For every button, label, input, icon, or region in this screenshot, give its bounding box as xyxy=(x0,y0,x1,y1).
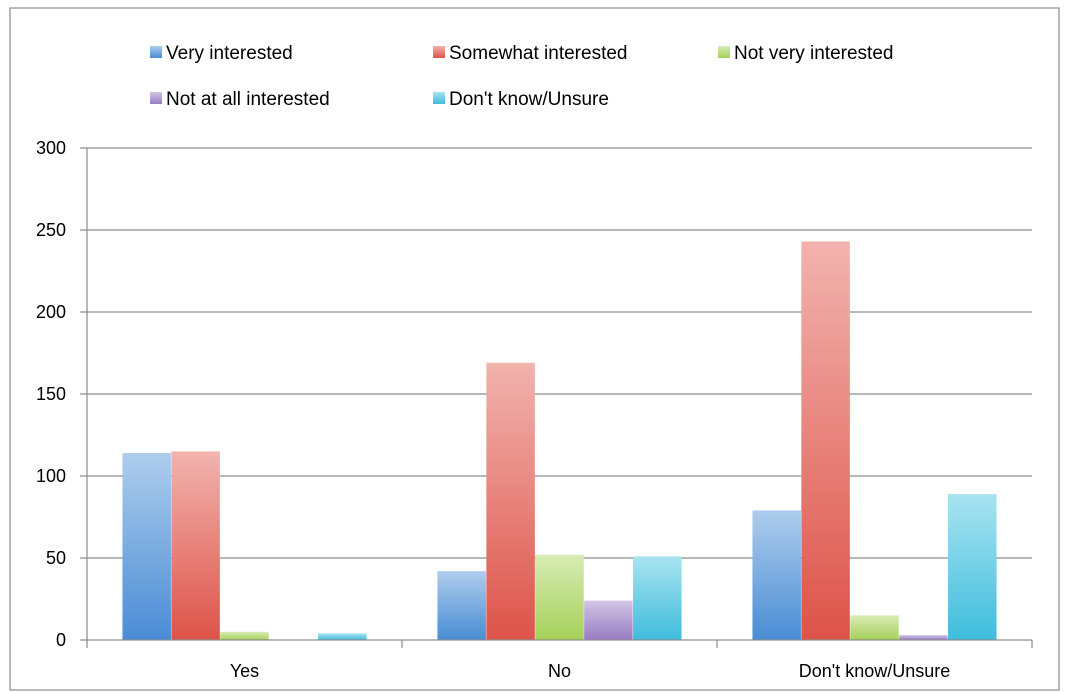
x-axis: Yes No Don't know/Unsure xyxy=(86,639,1033,681)
legend-swatch xyxy=(433,92,445,104)
bar-not-very-interested-don-t-know-unsure xyxy=(850,615,899,640)
y-tick-label: 300 xyxy=(36,138,66,158)
bars xyxy=(122,241,997,641)
bar-not-at-all-interested-don-t-know-unsure xyxy=(899,635,948,640)
y-tick-label: 50 xyxy=(46,548,66,568)
y-tick-label: 200 xyxy=(36,302,66,322)
x-tick-label: Yes xyxy=(230,661,259,681)
x-tick-label: No xyxy=(548,661,571,681)
legend-item-not-at-all-interested: Not at all interested xyxy=(150,89,330,110)
bar-don-t-know-unsure-yes xyxy=(318,633,367,640)
legend-label: Somewhat interested xyxy=(449,43,628,64)
legend-item-somewhat-interested: Somewhat interested xyxy=(433,43,628,64)
bar-don-t-know-unsure-don-t-know-unsure xyxy=(948,494,997,640)
bar-don-t-know-unsure-no xyxy=(633,556,682,640)
bar-very-interested-yes xyxy=(122,453,171,640)
legend-swatch xyxy=(150,92,162,104)
bar-not-at-all-interested-no xyxy=(584,600,633,640)
legend-label: Not at all interested xyxy=(166,89,330,110)
bar-group-yes xyxy=(122,451,367,640)
bar-somewhat-interested-no xyxy=(486,362,535,640)
y-tick-label: 100 xyxy=(36,466,66,486)
y-tick-label: 0 xyxy=(56,630,66,650)
bar-very-interested-don-t-know-unsure xyxy=(752,510,801,640)
bar-group-no xyxy=(437,362,682,640)
bar-not-very-interested-yes xyxy=(220,631,269,640)
legend: Very interested Somewhat interested Not ve… xyxy=(150,43,893,110)
bar-somewhat-interested-yes xyxy=(171,451,220,640)
legend-swatch xyxy=(433,46,445,58)
y-tick-label: 250 xyxy=(36,220,66,240)
bar-not-very-interested-no xyxy=(535,554,584,640)
bar-group-don-t-know-unsure xyxy=(752,241,997,641)
legend-item-not-very-interested: Not very interested xyxy=(718,43,893,64)
y-tick-label: 150 xyxy=(36,384,66,404)
legend-item-don-t-know-unsure: Don't know/Unsure xyxy=(433,89,609,110)
legend-item-very-interested: Very interested xyxy=(150,43,293,64)
legend-swatch xyxy=(718,46,730,58)
bar-somewhat-interested-don-t-know-unsure xyxy=(801,241,850,641)
legend-label: Very interested xyxy=(166,43,293,64)
bar-very-interested-no xyxy=(437,571,486,640)
x-tick-label: Don't know/Unsure xyxy=(799,661,951,681)
legend-swatch xyxy=(150,46,162,58)
y-axis: 0 50 100 150 200 250 300 xyxy=(36,138,88,650)
legend-label: Not very interested xyxy=(734,43,893,64)
legend-label: Don't know/Unsure xyxy=(449,89,609,110)
